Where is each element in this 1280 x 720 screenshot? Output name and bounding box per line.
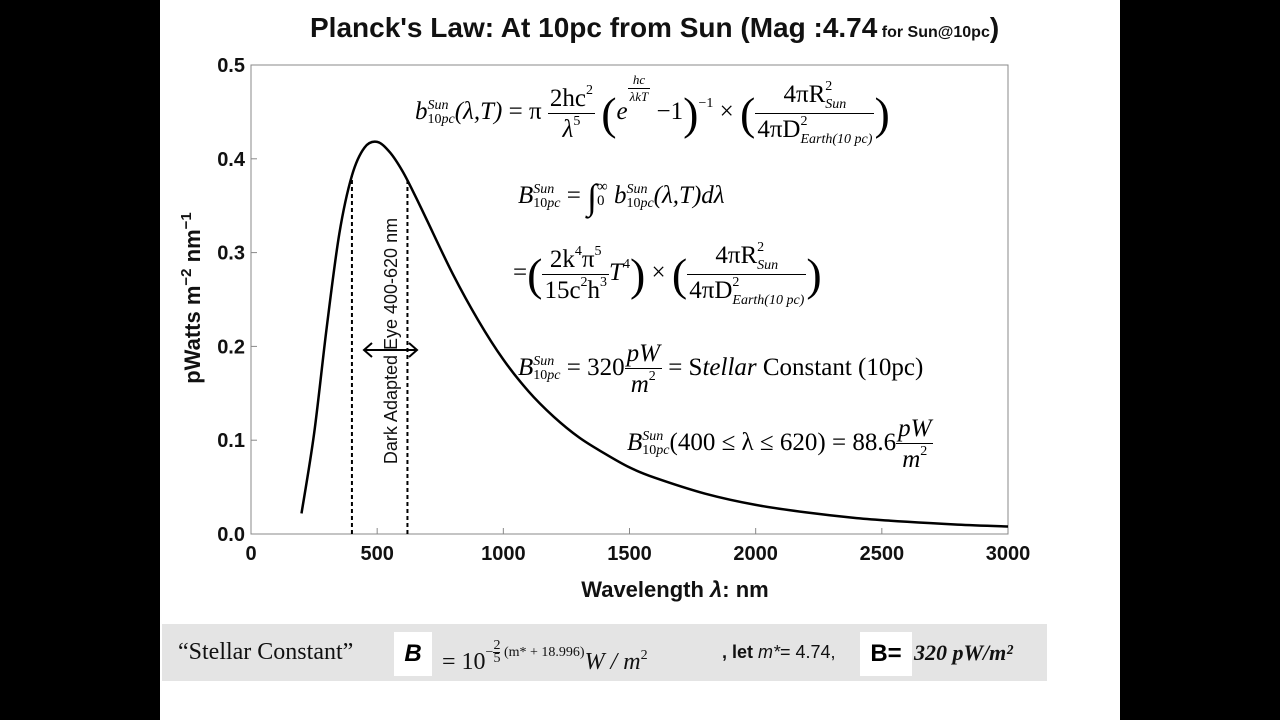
y-axis-label: pWatts m−2 nm−1 <box>178 212 205 384</box>
y-tick-label: 0.3 <box>217 243 245 265</box>
band-label: Dark Adapted Eye 400-620 nm <box>381 218 401 464</box>
equation-spectral: b Sun 10pc (λ,T) = π 2hc2 λ5 (e hc λkT −1)−1 ×… <box>415 72 890 147</box>
x-tick-label: 1000 <box>481 543 526 565</box>
title-small: for Sun@10pc <box>877 24 990 41</box>
y-label-text: pWatts m <box>180 286 205 384</box>
slide: Planck's Law: At 10pc from Sun (Mag :4.7… <box>160 0 1120 720</box>
let-clause: , let m*= 4.74, <box>722 642 836 662</box>
planck-chart: 0 500 1000 1500 2000 2500 3000 0.0 0.1 0.2 0.3 0.4 0… <box>178 55 1031 602</box>
x-tick-label: 3000 <box>986 543 1031 565</box>
stellar-constant-label: “Stellar Constant” <box>178 639 354 665</box>
formula-bar: “Stellar Constant” B = 10− 2 5 (m* + 18.99… <box>162 624 1047 681</box>
x-tick-label: 2500 <box>860 543 905 565</box>
y-tick-label: 0.2 <box>217 336 245 358</box>
x-label-symbol: λ <box>709 577 722 602</box>
x-label-suffix: : nm <box>722 577 768 602</box>
title-main: Planck's Law: At 10pc from Sun (Mag : <box>310 12 823 43</box>
equation-visible-band: B Sun 10pc (400 ≤ λ ≤ 620) = 88.6 pW m2 <box>627 415 934 473</box>
x-axis-label: Wavelength λ: nm <box>581 577 768 602</box>
x-tick-label: 1500 <box>607 543 652 565</box>
x-tick-label: 500 <box>360 543 393 565</box>
title-mag: 4.74 <box>822 12 878 43</box>
slide-title: Planck's Law: At 10pc from Sun (Mag :4.7… <box>310 12 999 44</box>
y-tick-label: 0.5 <box>217 55 245 77</box>
planck-curve <box>300 140 1009 528</box>
equation-stellar-constant: B Sun 10pc = 320 pW m2 = Stellar Constant (1… <box>518 340 924 398</box>
y-label-exp1: −2 <box>178 268 195 285</box>
x-tick-label: 2000 <box>733 543 778 565</box>
band-arrow <box>362 342 419 358</box>
equation-stefan: =(2k4π5 15c2h3 T4) × (4πR2Sun 4πD2Earth(10 … <box>513 240 822 308</box>
b-symbol-box: B <box>394 632 432 676</box>
y-label-mid: nm <box>180 229 205 268</box>
x-label-prefix: Wavelength <box>581 577 710 602</box>
y-tick-label: 0.1 <box>217 430 245 452</box>
b-equals-box: B= <box>860 632 912 676</box>
equation-integral: B Sun 10pc = ∫ ∞ 0 b Sun 10pc (λ,T)dλ <box>518 177 725 217</box>
y-tick-label: 0.4 <box>217 149 246 171</box>
result-value: 320 pW/m² <box>914 640 1013 665</box>
title-close: ) <box>989 12 1000 43</box>
y-tick-label: 0.0 <box>217 524 245 546</box>
power-expression: = 10− 2 5 (m* + 18.996)W / m2 <box>442 638 648 675</box>
x-tick-label: 0 <box>245 543 256 565</box>
y-label-exp2: −1 <box>178 212 195 229</box>
